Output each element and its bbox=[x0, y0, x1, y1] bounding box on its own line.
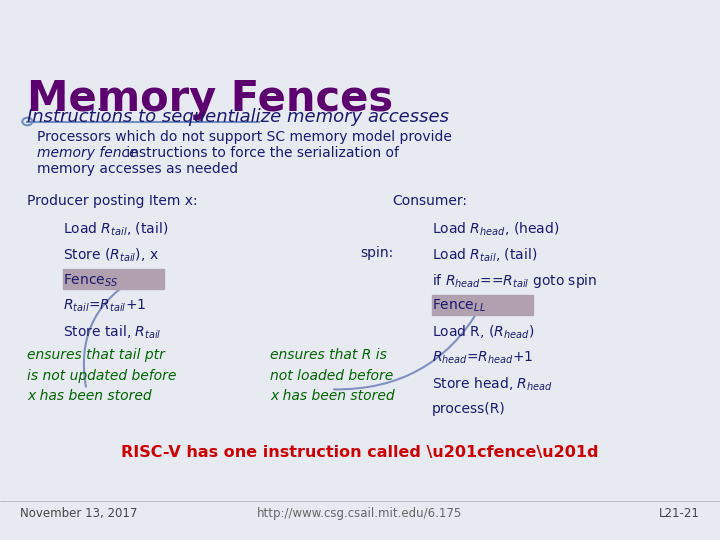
Text: RISC-V has one instruction called \u201cfence\u201d: RISC-V has one instruction called \u201c… bbox=[121, 446, 599, 461]
Text: Store head, $R_{head}$: Store head, $R_{head}$ bbox=[432, 376, 553, 393]
Text: memory accesses as needed: memory accesses as needed bbox=[37, 162, 238, 176]
Text: Fence$_{SS}$: Fence$_{SS}$ bbox=[63, 272, 119, 288]
Text: Fence$_{LL}$: Fence$_{LL}$ bbox=[432, 298, 486, 314]
Text: $R_{head}$=$R_{head}$+1: $R_{head}$=$R_{head}$+1 bbox=[432, 350, 534, 366]
Text: Instructions to sequentialize memory accesses: Instructions to sequentialize memory acc… bbox=[27, 108, 449, 126]
Text: spin:: spin: bbox=[360, 246, 393, 260]
Text: $R_{tail}$=$R_{tail}$+1: $R_{tail}$=$R_{tail}$+1 bbox=[63, 298, 147, 314]
Text: Processors which do not support SC memory model provide: Processors which do not support SC memor… bbox=[37, 130, 452, 144]
Text: ensures that tail ptr: ensures that tail ptr bbox=[27, 348, 165, 362]
Bar bbox=[396, 0, 720, 38]
Text: process(R): process(R) bbox=[432, 402, 505, 416]
Text: November 13, 2017: November 13, 2017 bbox=[20, 507, 138, 519]
Text: http://www.csg.csail.mit.edu/6.175: http://www.csg.csail.mit.edu/6.175 bbox=[257, 507, 463, 519]
Text: L21-21: L21-21 bbox=[659, 507, 700, 519]
Text: memory fence: memory fence bbox=[37, 146, 138, 160]
Text: Producer posting Item x:: Producer posting Item x: bbox=[27, 194, 198, 208]
Text: instructions to force the serialization of: instructions to force the serialization … bbox=[122, 146, 400, 160]
Text: x has been stored: x has been stored bbox=[270, 389, 395, 403]
Text: Load $R_{tail}$, (tail): Load $R_{tail}$, (tail) bbox=[432, 246, 537, 264]
Text: x has been stored: x has been stored bbox=[27, 389, 152, 403]
Text: is not updated before: is not updated before bbox=[27, 369, 176, 383]
Text: ensures that R is: ensures that R is bbox=[270, 348, 387, 362]
Text: Memory Fences: Memory Fences bbox=[27, 78, 394, 120]
Text: Store $(R_{tail})$, x: Store $(R_{tail})$, x bbox=[63, 246, 159, 264]
Text: Load $R_{head}$, (head): Load $R_{head}$, (head) bbox=[432, 220, 559, 238]
Text: Consumer:: Consumer: bbox=[392, 194, 467, 208]
Text: Load $R_{tail}$, (tail): Load $R_{tail}$, (tail) bbox=[63, 220, 168, 238]
Text: Store tail, $R_{tail}$: Store tail, $R_{tail}$ bbox=[63, 324, 162, 341]
Text: if $R_{head}$==$R_{tail}$ goto spin: if $R_{head}$==$R_{tail}$ goto spin bbox=[432, 272, 598, 290]
Text: Load R, ($R_{head}$): Load R, ($R_{head}$) bbox=[432, 324, 534, 341]
Text: not loaded before: not loaded before bbox=[270, 369, 393, 383]
